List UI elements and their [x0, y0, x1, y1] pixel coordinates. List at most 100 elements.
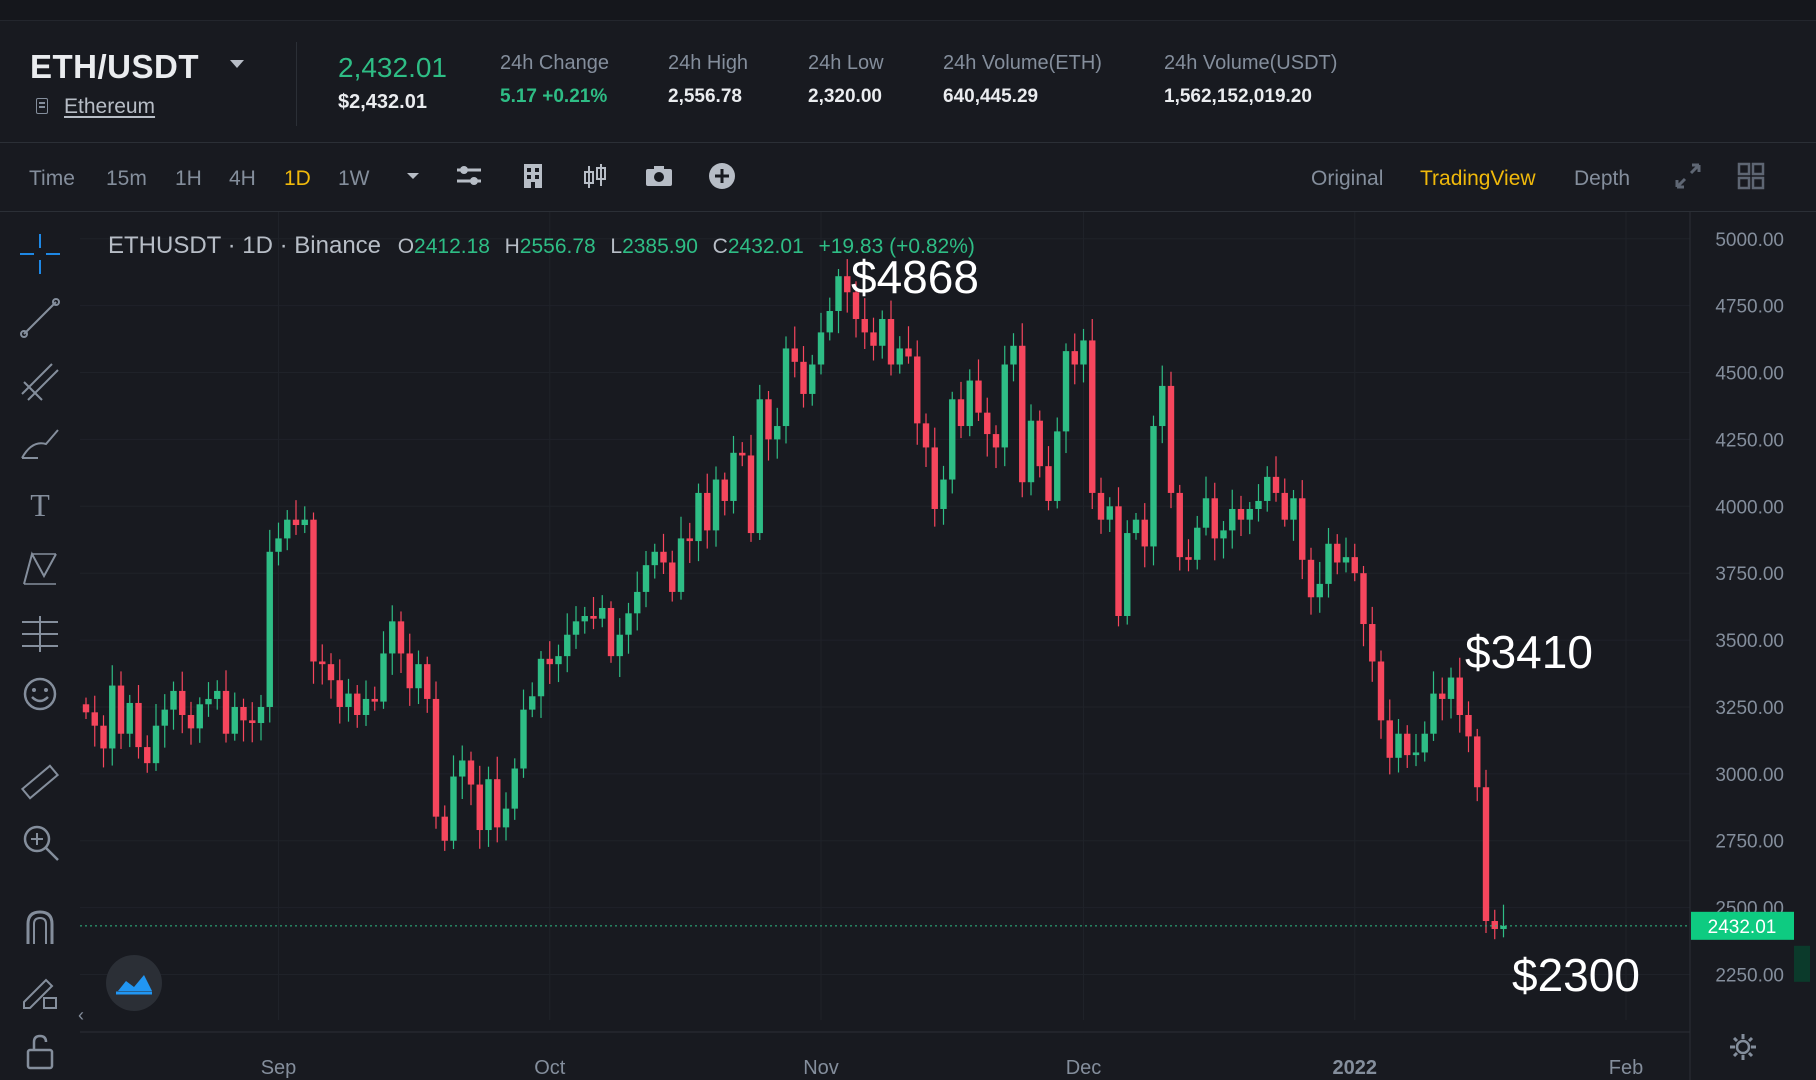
candle	[607, 601, 615, 663]
emoji-smiley-icon[interactable]	[18, 672, 62, 716]
more-intervals-chevron-down-icon[interactable]	[398, 161, 428, 191]
candle	[345, 678, 352, 722]
symbol-dropdown-caret-icon[interactable]	[230, 60, 244, 68]
x-tick-label: Dec	[1066, 1057, 1102, 1079]
chart-type-candles-icon[interactable]	[580, 161, 610, 191]
candle-body	[1369, 624, 1376, 662]
candle	[275, 522, 282, 566]
candle-body	[1106, 506, 1113, 520]
candle	[214, 680, 221, 710]
candle	[1246, 502, 1253, 535]
stat-label: 24h Volume(USDT)	[1164, 52, 1338, 74]
candle-body	[240, 706, 247, 721]
magnet-icon[interactable]	[18, 906, 62, 950]
candle-body	[380, 653, 387, 702]
last-price-usd: $2,432.01	[338, 91, 427, 113]
candle	[651, 543, 658, 579]
candle	[765, 390, 772, 461]
indicators-settings-icon[interactable]	[454, 161, 484, 191]
candle	[1264, 466, 1271, 512]
interval-4h[interactable]: 4H	[229, 167, 256, 190]
candle-body	[1386, 720, 1393, 758]
candle	[1062, 343, 1070, 454]
candle	[695, 483, 702, 562]
current-price-line: 2432.01	[80, 911, 1810, 982]
trend-line-icon[interactable]	[18, 296, 62, 340]
coin-name-link[interactable]: Ethereum	[64, 95, 156, 118]
annotation-high: $4868	[851, 251, 979, 303]
add-plus-circle-icon[interactable]	[707, 161, 737, 191]
candle-body	[1430, 693, 1437, 734]
symbol-title[interactable]: ETH/USDT	[30, 48, 199, 85]
candle	[196, 697, 203, 743]
candle-body	[660, 551, 667, 563]
zoom-in-icon[interactable]	[18, 820, 62, 864]
candle	[1089, 319, 1096, 509]
x-tick-label: Nov	[803, 1057, 839, 1079]
interval-1h[interactable]: 1H	[175, 167, 202, 190]
interval-1w[interactable]: 1W	[338, 167, 370, 190]
lock-drawings-pencil-icon[interactable]	[18, 968, 62, 1012]
candle-body	[1141, 519, 1148, 547]
candle	[424, 656, 431, 713]
candle-body	[931, 447, 938, 509]
layout-grid-icon[interactable]	[1736, 161, 1766, 191]
candle-body	[1220, 530, 1227, 539]
measure-ruler-lines-icon[interactable]	[18, 612, 62, 656]
text-tool-icon[interactable]: T	[18, 482, 62, 526]
candle-body	[1080, 340, 1087, 365]
price-chart[interactable]: 5000.00 4750.00 4500.00 4250.00 4000.00 3750.…	[80, 212, 1816, 1080]
candle	[809, 354, 816, 406]
candle-body	[572, 621, 580, 635]
candle-body	[117, 685, 125, 734]
candle	[327, 653, 335, 699]
candle	[1141, 503, 1148, 568]
y-tick-label: 2750.00	[1715, 832, 1784, 853]
pattern-tool-icon[interactable]	[18, 546, 62, 590]
brush-icon[interactable]	[18, 420, 62, 464]
candle-body	[555, 656, 562, 665]
screenshot-camera-icon[interactable]	[644, 161, 674, 191]
pitchfork-icon[interactable]	[18, 360, 62, 404]
candle	[450, 755, 457, 850]
templates-building-icon[interactable]	[518, 161, 548, 191]
candle	[126, 694, 133, 748]
candle-body	[249, 720, 256, 724]
candle	[152, 704, 160, 771]
candle-body	[756, 399, 763, 534]
candle-body	[415, 664, 422, 689]
candle-body	[187, 714, 195, 729]
candle	[546, 641, 553, 684]
crosshair-icon[interactable]	[18, 232, 62, 276]
collapse-toolbar-chevron-icon[interactable]: ‹	[78, 1005, 84, 1025]
interval-1d[interactable]: 1D	[284, 167, 311, 190]
candle-body	[1062, 351, 1070, 432]
candle	[520, 689, 527, 778]
candle-body	[677, 538, 685, 592]
tradingview-logo[interactable]	[106, 955, 162, 1011]
candle-body	[651, 551, 658, 566]
fullscreen-expand-icon[interactable]	[1673, 161, 1703, 191]
drawing-toolbar: T	[0, 212, 80, 1080]
interval-15m[interactable]: 15m	[106, 167, 147, 190]
candle	[354, 685, 361, 728]
candle-body	[222, 690, 230, 734]
candle-body	[1036, 420, 1043, 467]
candle	[625, 602, 632, 654]
candle-body	[1115, 506, 1122, 616]
unlock-icon[interactable]	[18, 1030, 62, 1074]
candle	[800, 346, 807, 408]
ruler-icon[interactable]	[18, 760, 62, 804]
view-original[interactable]: Original	[1311, 167, 1384, 190]
candle-body	[1089, 340, 1096, 493]
settings-gear-icon[interactable]	[1728, 1032, 1758, 1062]
view-depth[interactable]: Depth	[1574, 167, 1631, 190]
candle	[844, 259, 851, 313]
candle	[1132, 512, 1140, 540]
candle-body	[371, 698, 378, 702]
interval-time[interactable]: Time	[29, 167, 75, 190]
view-tradingview[interactable]: TradingView	[1420, 167, 1536, 190]
candle	[581, 606, 588, 634]
candle-body	[1176, 492, 1183, 558]
candle	[135, 685, 142, 759]
